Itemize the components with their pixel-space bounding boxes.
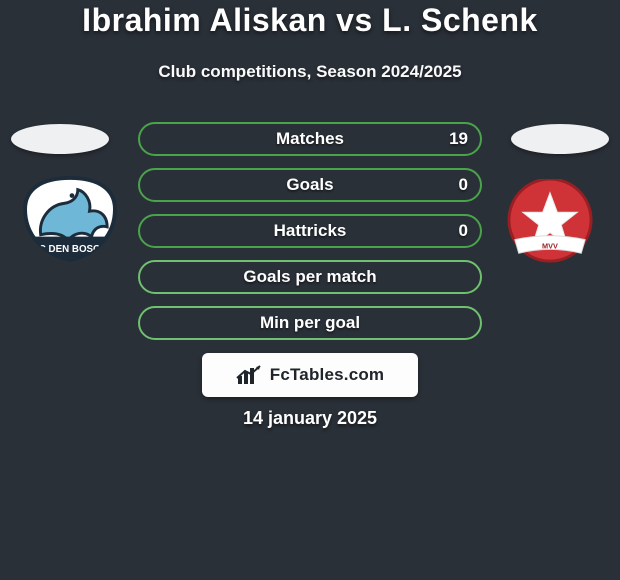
fc-den-bosch-icon: FC DEN BOSCH (21, 176, 119, 262)
stat-goals: Goals 0 (138, 168, 482, 202)
stat-matches: Matches 19 (138, 122, 482, 156)
stat-min-per-goal: Min per goal (138, 306, 482, 340)
stat-label: Goals (286, 175, 333, 195)
page-title: Ibrahim Aliskan vs L. Schenk (0, 2, 620, 39)
page-subtitle: Club competitions, Season 2024/2025 (0, 62, 620, 82)
club-crest-right: MVV (501, 179, 599, 265)
stat-right-value: 0 (459, 175, 468, 195)
stat-label: Goals per match (243, 267, 376, 287)
stat-label: Min per goal (260, 313, 360, 333)
fctables-watermark: FcTables.com (202, 353, 418, 397)
stat-goals-per-match: Goals per match (138, 260, 482, 294)
comparison-stage: Ibrahim Aliskan vs L. Schenk Club compet… (0, 0, 620, 580)
stat-label: Hattricks (274, 221, 347, 241)
bar-chart-icon (236, 364, 262, 386)
footer-date: 14 january 2025 (0, 408, 620, 429)
stat-right-value: 19 (449, 129, 468, 149)
svg-text:MVV: MVV (542, 241, 558, 250)
mvv-maastricht-icon: MVV (501, 179, 599, 265)
player-right-oval (511, 124, 609, 154)
stat-label: Matches (276, 129, 344, 149)
stat-right-value: 0 (459, 221, 468, 241)
watermark-text: FcTables.com (270, 365, 385, 385)
club-crest-left: FC DEN BOSCH (21, 176, 119, 262)
stat-hattricks: Hattricks 0 (138, 214, 482, 248)
player-left-oval (11, 124, 109, 154)
